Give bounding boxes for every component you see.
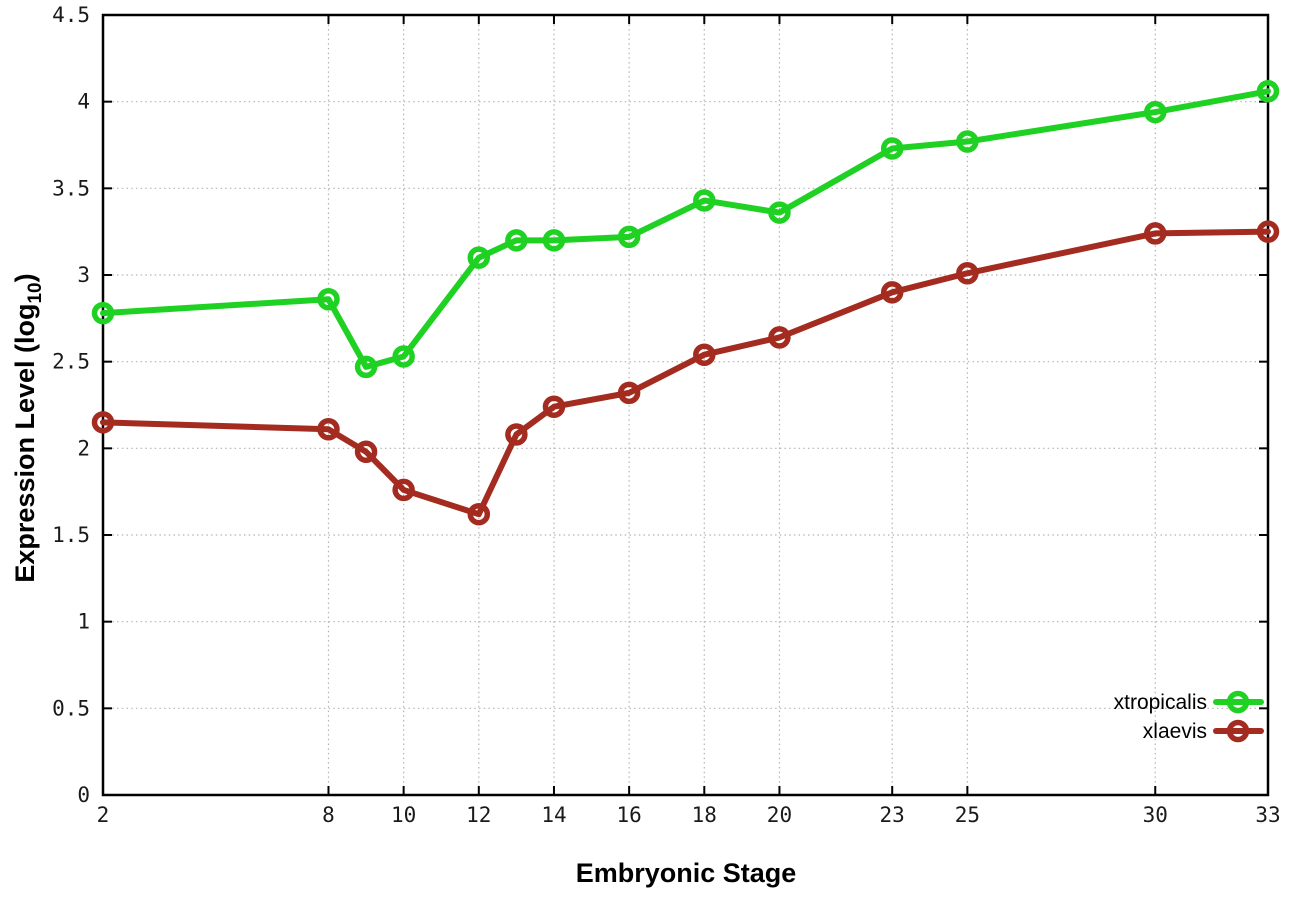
data-point-xlaevis [91,411,115,434]
x-tick-label: 16 [616,803,641,827]
data-point-xlaevis [542,395,566,418]
y-axis-title: Expression Level (log10) [10,273,46,582]
legend-marker-point-xlaevis [1226,719,1250,743]
series-line-xlaevis [100,228,1271,518]
y-tick-label: 1.5 [52,523,90,547]
x-tick-label: 8 [322,803,335,827]
data-point-xtropicalis [542,229,566,252]
y-tick-label: 1 [77,610,90,634]
data-point-xtropicalis [1256,80,1280,103]
x-tick-label: 2 [97,803,110,827]
y-tick-label: 0.5 [52,696,90,720]
data-point-xtropicalis [617,225,641,249]
data-point-xlaevis [617,381,641,405]
legend-label-xlaevis: xlaevis [1143,720,1207,743]
data-point-xtropicalis [91,301,115,325]
y-tick-label: 4 [77,90,90,114]
data-point-xtropicalis [467,246,491,269]
x-tick-label: 23 [880,803,905,827]
legend-marker-point-xtropicalis [1226,690,1250,714]
data-series [91,80,1280,526]
gridlines [102,14,1269,796]
legend-label-xtropicalis: xtropicalis [1114,691,1207,714]
data-point-xlaevis [693,343,716,366]
axis-ticks [102,14,1269,796]
y-tick-label: 3.5 [52,176,90,200]
data-point-xtropicalis [392,345,415,368]
data-point-xlaevis [880,281,904,304]
plot-frame [101,13,1270,797]
x-tick-label: 18 [692,803,717,827]
data-point-xtropicalis [1144,100,1167,124]
legend-markers [1213,690,1264,743]
x-tick-label: 20 [767,803,792,827]
axis-tick-labels: 2 8 10 12 14 16 18 20 23 25 30 33 0 0.5 1 1.5 2 2.5 3 3.5 4 4… [52,3,1281,827]
x-tick-label: 14 [541,803,566,827]
data-point-xlaevis [768,326,791,349]
data-point-xlaevis [1256,220,1280,243]
data-point-xlaevis [505,423,528,446]
data-point-xtropicalis [354,355,378,379]
y-tick-label: 4.5 [52,3,90,27]
x-tick-label: 30 [1143,803,1168,827]
data-point-xlaevis [354,440,378,464]
data-point-xtropicalis [693,189,716,212]
data-point-xtropicalis [768,201,791,224]
x-tick-label: 33 [1255,803,1280,827]
data-point-xtropicalis [317,288,340,311]
x-axis-title: Embryonic Stage [576,858,797,888]
y-tick-label: 2.5 [52,350,90,374]
data-point-xlaevis [1144,222,1167,245]
data-point-xtropicalis [505,229,528,252]
data-point-xtropicalis [880,137,904,160]
data-point-xlaevis [317,418,340,441]
data-point-xlaevis [467,502,491,526]
y-axis-title-subscript: 10 [25,282,46,303]
x-tick-label: 12 [466,803,491,827]
y-axis-title-close: ) [10,273,40,282]
y-tick-label: 3 [77,263,90,287]
series-line-xtropicalis [100,88,1271,370]
data-point-xtropicalis [956,130,979,153]
y-axis-title-main: Expression Level (log [10,304,40,583]
y-tick-label: 0 [77,783,90,807]
data-point-xlaevis [956,262,979,285]
x-tick-label: 10 [391,803,416,827]
data-point-xlaevis [392,478,415,502]
x-tick-label: 25 [955,803,980,827]
y-tick-label: 2 [77,436,90,460]
